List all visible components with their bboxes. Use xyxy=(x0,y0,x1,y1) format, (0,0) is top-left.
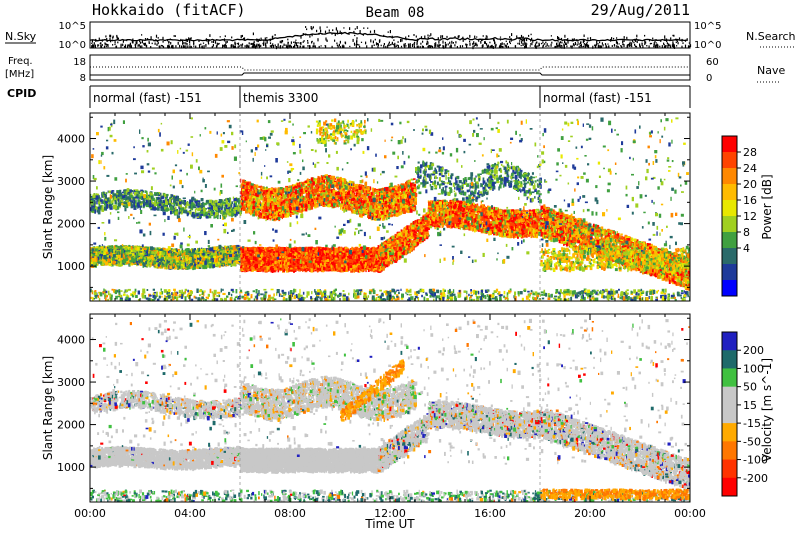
nave-tick-top: 60 xyxy=(706,57,719,68)
x-axis-label: Time UT xyxy=(364,517,415,531)
colorbar-tick-label: 4 xyxy=(743,242,750,255)
colorbar-tick-label: 20 xyxy=(743,178,757,191)
y-tick-label: 2000 xyxy=(57,419,85,432)
colorbar-tick-label: 15 xyxy=(743,399,757,412)
nsky-tick-bottom: 10^0 xyxy=(59,40,86,51)
freq-tick-top: 18 xyxy=(73,57,86,68)
cpid-segment-label: normal (fast) -151 xyxy=(93,91,202,105)
x-tick-label: 08:00 xyxy=(274,507,306,520)
power-colorbar: 28 24 20 16 12 8 4 xyxy=(721,135,757,297)
velocity-ylabel: Slant Range [km] xyxy=(41,356,55,460)
beam-label: Beam 08 xyxy=(365,5,424,21)
y-tick-label: 4000 xyxy=(57,133,85,146)
cpid-segment-label: themis 3300 xyxy=(243,91,318,105)
colorbar-tick-label: 100 xyxy=(743,362,764,375)
power-ylabel: Slant Range [km] xyxy=(41,155,55,259)
cpid-segments: normal (fast) -151 themis 3300 normal (fas… xyxy=(93,86,652,108)
x-tick-label: 00:00 xyxy=(74,507,106,520)
colorbar-tick-label: -200 xyxy=(743,472,768,485)
nave-label: Nave xyxy=(757,64,785,77)
nave-tick-bottom: 0 xyxy=(706,73,712,84)
colorbar-tick-label: 8 xyxy=(743,226,750,239)
x-tick-label: 20:00 xyxy=(574,507,606,520)
y-tick-label: 4000 xyxy=(57,334,85,347)
velocity-data xyxy=(90,318,690,502)
nsky-panel-frame xyxy=(89,21,691,49)
nsky-line xyxy=(89,31,688,42)
cpid-segment-label: normal (fast) -151 xyxy=(543,91,652,105)
colorbar-tick-label: 16 xyxy=(743,194,757,207)
y-tick-label: 1000 xyxy=(57,260,85,273)
velocity-axes: 1000 2000 3000 4000 xyxy=(57,314,691,502)
nsearch-label: N.Search xyxy=(746,30,796,43)
velocity-colorbar: 200 100 50 15 -15 -50 -100 -200 xyxy=(721,331,768,497)
nsky-right-tick-bottom: 10^0 xyxy=(694,40,721,51)
x-tick-label: 16:00 xyxy=(474,507,506,520)
colorbar-tick-label: 50 xyxy=(743,381,757,394)
nsky-right-tick-top: 10^5 xyxy=(694,21,721,32)
freq-label: Freq. xyxy=(8,56,33,67)
y-tick-label: 1000 xyxy=(57,461,85,474)
x-tick-label: 04:00 xyxy=(174,507,206,520)
freq-line xyxy=(90,72,690,76)
velocity-colorbar-label: Velocity [m s^-1] xyxy=(760,358,774,462)
x-tick-label: 00:00 xyxy=(674,507,706,520)
y-tick-label: 3000 xyxy=(57,175,85,188)
y-tick-label: 2000 xyxy=(57,218,85,231)
colorbar-tick-label: -50 xyxy=(743,435,761,448)
colorbar-tick-label: 200 xyxy=(743,344,764,357)
colorbar-tick-label: -100 xyxy=(743,454,768,467)
freq-unit: [MHz] xyxy=(5,69,34,80)
freq-tick-bottom: 8 xyxy=(80,73,86,84)
cpid-label: CPID xyxy=(7,87,36,100)
colorbar-tick-label: 28 xyxy=(743,146,757,159)
radar-title: Hokkaido (fitACF) xyxy=(92,1,246,19)
x-tick-label: 12:00 xyxy=(374,507,406,520)
y-tick-label: 3000 xyxy=(57,376,85,389)
nsky-tick-top: 10^5 xyxy=(59,21,86,32)
nave-line xyxy=(90,66,690,71)
power-colorbar-label: Power [dB] xyxy=(760,174,774,239)
nsky-label: N.Sky xyxy=(5,30,37,43)
colorbar-tick-label: 12 xyxy=(743,210,757,223)
colorbar-tick-label: -15 xyxy=(743,417,761,430)
power-data xyxy=(90,117,690,301)
date-label: 29/Aug/2011 xyxy=(591,1,690,19)
colorbar-tick-label: 24 xyxy=(743,162,757,175)
power-axes: 1000 2000 3000 4000 xyxy=(57,113,691,301)
x-axis-ticks: 00:00 04:00 08:00 12:00 16:00 20:00 00:00 xyxy=(74,507,706,520)
